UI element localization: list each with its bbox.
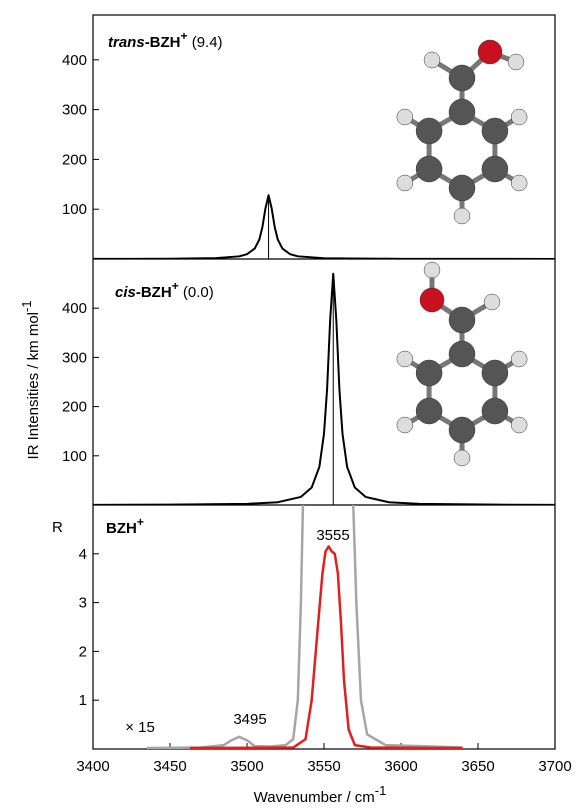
x-axis-label: Wavenumber / cm-1	[254, 783, 387, 807]
y-tick-label: 400	[62, 300, 87, 317]
molecule-atom	[510, 108, 528, 126]
y-tick-label: 1	[79, 692, 87, 709]
molecule-atom	[448, 340, 476, 368]
panel-label-part: (9.4)	[188, 34, 223, 51]
y-tick-label: 200	[62, 151, 87, 168]
molecule-atom	[419, 287, 445, 313]
molecule-atom	[396, 174, 414, 192]
panel-label: trans-BZH+ (9.4)	[108, 29, 223, 51]
molecule-atom	[448, 174, 476, 202]
molecule-atom	[477, 39, 503, 65]
y-tick-label: 400	[62, 52, 87, 69]
molecule-atom	[415, 359, 443, 387]
panel-label-part: BZH	[106, 520, 137, 537]
molecule-atom	[423, 261, 441, 279]
molecule-atom	[448, 98, 476, 126]
y-tick-label: 100	[62, 201, 87, 218]
molecule-illustrations	[396, 39, 528, 467]
molecule-atom	[423, 51, 441, 69]
y-tick-label: 200	[62, 399, 87, 416]
molecule-atom	[483, 293, 501, 311]
y-tick-label: 300	[62, 349, 87, 366]
molecule-atom	[481, 117, 509, 145]
data-line	[190, 545, 463, 749]
molecule-atom	[396, 416, 414, 434]
molecule-atom	[510, 350, 528, 368]
molecule-atom	[481, 155, 509, 183]
y-tick-label: 4	[79, 546, 87, 563]
molecule-atom	[507, 53, 525, 71]
panel-label: cis-BZH+ (0.0)	[115, 279, 214, 301]
y-axis-label-part: IR Intensities / km mol	[25, 312, 42, 460]
y-tick-label: 100	[62, 448, 87, 465]
molecule-atom	[448, 306, 476, 334]
molecule-atom	[481, 397, 509, 425]
plot-area	[93, 272, 555, 505]
y-axis-label: IR Intensities / km mol-1	[19, 300, 43, 459]
data-line	[146, 505, 463, 749]
plot-area	[146, 505, 463, 749]
panel-label-part: cis	[115, 284, 136, 301]
x-tick-label: 3550	[307, 758, 340, 775]
molecule-atom	[453, 449, 471, 467]
molecule-atom	[415, 397, 443, 425]
molecule-atom	[415, 117, 443, 145]
x-tick-label: 3650	[461, 758, 494, 775]
molecule-atom	[448, 64, 476, 92]
panel-label-part: -BZH	[145, 34, 181, 51]
molecule-atom	[396, 108, 414, 126]
molecule-atom	[448, 416, 476, 444]
molecule-atom	[510, 416, 528, 434]
x-tick-label: 3500	[230, 758, 263, 775]
x-tick-label: 3700	[538, 758, 571, 775]
axis-title: R	[52, 519, 63, 536]
x-axis-label-part: -1	[375, 783, 387, 798]
panel-label-part: trans	[108, 34, 145, 51]
x-tick-label: 3450	[153, 758, 186, 775]
x-tick-label: 3400	[76, 758, 109, 775]
y-tick-label: 2	[79, 643, 87, 660]
molecule-atom	[481, 359, 509, 387]
annotation: 3555	[316, 527, 349, 544]
panel-label-part: +	[137, 515, 144, 529]
x-tick-label: 3600	[384, 758, 417, 775]
data-line	[93, 194, 555, 259]
molecule-atom	[510, 174, 528, 192]
annotation: 3495	[233, 711, 266, 728]
panel-label-part: -BZH	[136, 284, 172, 301]
y-tick-label: 300	[62, 102, 87, 119]
annotation: × 15	[125, 719, 155, 736]
molecule-atom	[396, 350, 414, 368]
y-tick-label: 3	[79, 595, 87, 612]
plot-area	[93, 194, 555, 259]
molecule-atom	[453, 207, 471, 225]
panel-label-part: (0.0)	[179, 284, 214, 301]
panel-label-part: +	[181, 29, 188, 43]
x-axis-label-part: Wavenumber / cm	[254, 789, 375, 806]
panel-label: BZH+	[106, 515, 144, 537]
y-axis-label-part: -1	[19, 300, 34, 312]
panel-label-part: +	[172, 279, 179, 293]
molecule-atom	[415, 155, 443, 183]
